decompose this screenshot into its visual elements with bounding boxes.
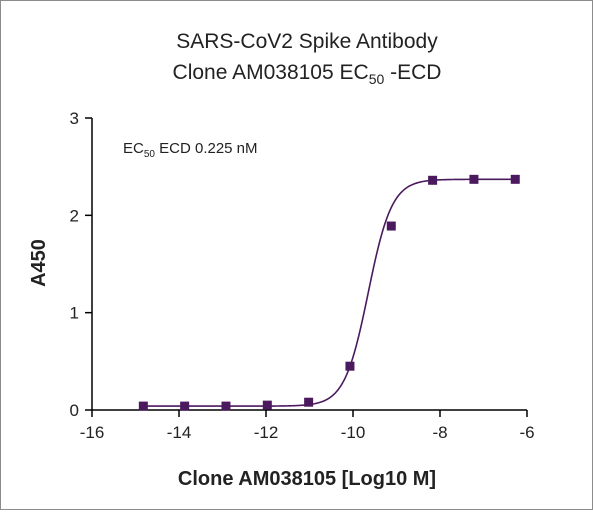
annotation-subscript: 50 — [144, 149, 156, 160]
axes-group: -16 -14 -12 -10 -8 -6 0 1 2 3 — [70, 109, 535, 442]
annotation-prefix: EC — [123, 140, 144, 157]
title-line2-suffix: -ECD — [384, 61, 441, 84]
y-tick-label: 0 — [70, 401, 79, 420]
y-tick-label: 1 — [70, 304, 79, 323]
y-tick-label: 3 — [70, 109, 79, 128]
x-tick-label: -6 — [519, 423, 534, 442]
annotation-suffix: ECD 0.225 nM — [155, 140, 258, 157]
x-tick-label: -14 — [167, 423, 192, 442]
data-point — [221, 401, 231, 411]
data-point — [510, 174, 520, 184]
title-line2-subscript: 50 — [369, 71, 385, 87]
x-tick-label: -16 — [80, 423, 105, 442]
chart-title-line2: Clone AM038105 EC50 -ECD — [173, 61, 442, 87]
data-point — [386, 221, 396, 231]
data-point — [428, 175, 438, 185]
y-axis-label: A450 — [28, 239, 50, 287]
data-point — [469, 174, 479, 184]
fit-curve-line — [143, 178, 516, 407]
data-point — [262, 400, 272, 410]
title-line2-prefix: Clone AM038105 EC — [173, 61, 369, 84]
x-axis-label: Clone AM038105 [Log10 M] — [178, 468, 436, 490]
x-tick-label: -8 — [432, 423, 447, 442]
data-point — [345, 361, 355, 371]
x-tick-label: -12 — [254, 423, 279, 442]
data-point — [138, 401, 148, 411]
chart-title-line1: SARS-CoV2 Spike Antibody — [176, 30, 438, 53]
y-tick-label: 2 — [70, 206, 79, 225]
data-point — [180, 401, 190, 411]
x-tick-label: -10 — [341, 423, 366, 442]
ec50-annotation: EC50 ECD 0.225 nM — [123, 140, 258, 160]
data-point — [304, 397, 314, 407]
fit-curve-group — [143, 178, 516, 407]
data-points-group — [138, 174, 520, 411]
